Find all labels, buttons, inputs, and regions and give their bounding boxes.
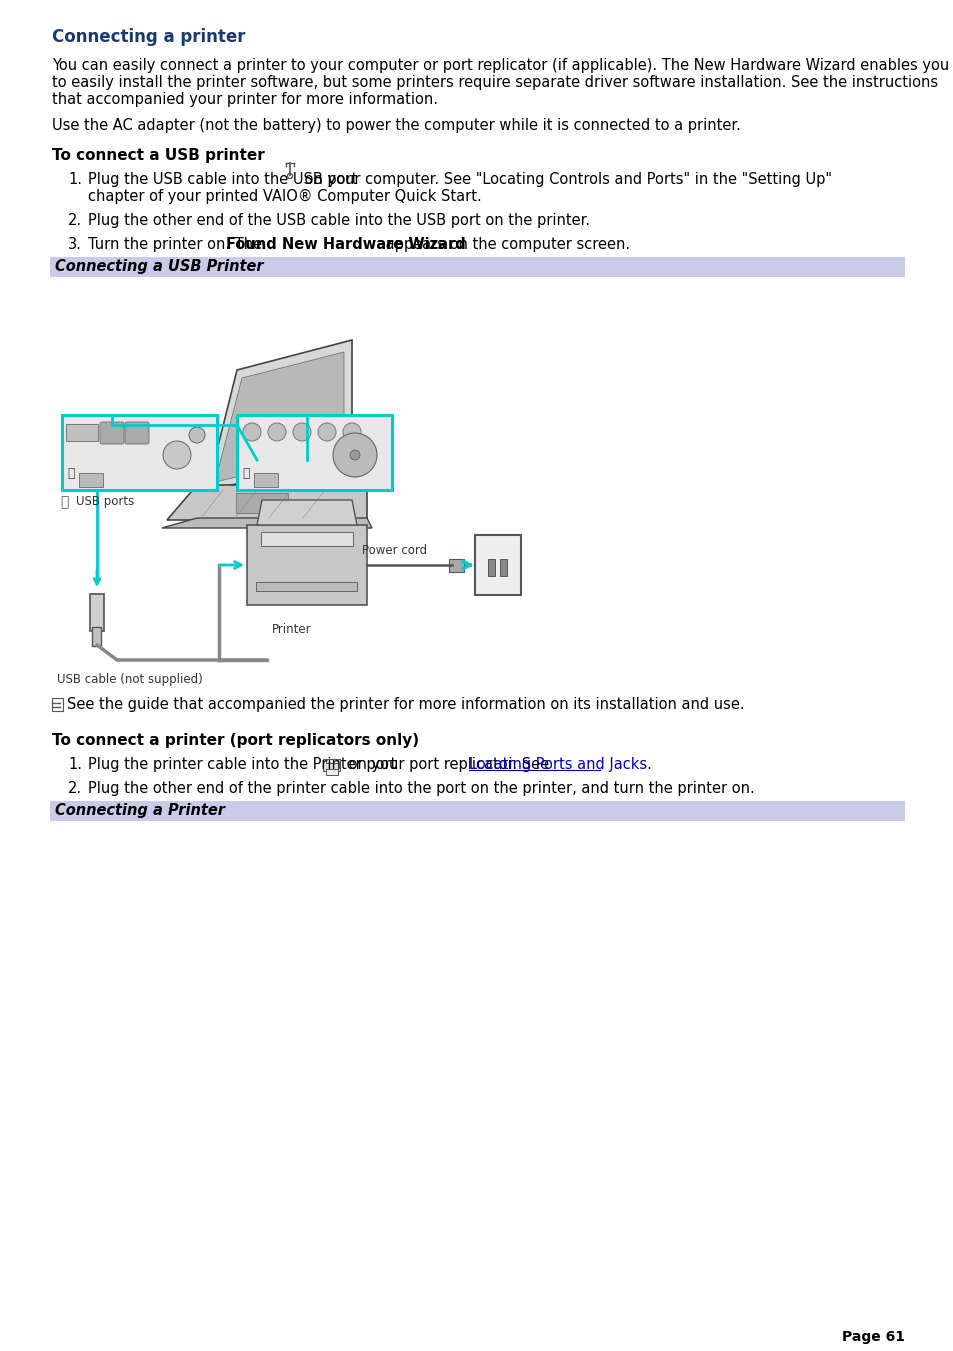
- Circle shape: [293, 423, 311, 440]
- FancyBboxPatch shape: [50, 801, 904, 821]
- Text: USB cable (not supplied): USB cable (not supplied): [57, 673, 203, 686]
- Circle shape: [350, 450, 359, 459]
- FancyBboxPatch shape: [449, 558, 464, 571]
- FancyBboxPatch shape: [256, 581, 357, 590]
- Text: Page 61: Page 61: [841, 1329, 904, 1344]
- FancyBboxPatch shape: [236, 415, 392, 490]
- FancyBboxPatch shape: [90, 594, 104, 631]
- Circle shape: [243, 423, 261, 440]
- Text: ␧: ␧: [242, 467, 250, 480]
- Polygon shape: [167, 485, 367, 520]
- Text: USB ports: USB ports: [76, 494, 134, 508]
- Text: To connect a USB printer: To connect a USB printer: [52, 149, 265, 163]
- Polygon shape: [214, 353, 344, 482]
- Text: to easily install the printer software, but some printers require separate drive: to easily install the printer software, …: [52, 76, 937, 91]
- FancyBboxPatch shape: [235, 493, 288, 513]
- Text: on your port replicator. See: on your port replicator. See: [344, 757, 553, 771]
- Text: To connect a printer (port replicators only): To connect a printer (port replicators o…: [52, 734, 418, 748]
- Circle shape: [343, 423, 360, 440]
- Text: 2.: 2.: [68, 213, 82, 228]
- Text: Turn the printer on. The: Turn the printer on. The: [88, 236, 267, 253]
- FancyBboxPatch shape: [125, 422, 149, 444]
- FancyBboxPatch shape: [66, 424, 98, 440]
- Text: Connecting a USB Printer: Connecting a USB Printer: [55, 259, 263, 274]
- Circle shape: [333, 434, 376, 477]
- FancyBboxPatch shape: [325, 759, 338, 763]
- Text: See the guide that accompanied the printer for more information on its installat: See the guide that accompanied the print…: [67, 697, 744, 712]
- Text: Locating Ports and Jacks.: Locating Ports and Jacks.: [469, 757, 651, 771]
- Text: Connecting a printer: Connecting a printer: [52, 28, 245, 46]
- Text: 2.: 2.: [68, 781, 82, 796]
- Text: Plug the printer cable into the Printer port: Plug the printer cable into the Printer …: [88, 757, 400, 771]
- FancyBboxPatch shape: [323, 758, 340, 770]
- Circle shape: [268, 423, 286, 440]
- Polygon shape: [207, 340, 352, 490]
- Polygon shape: [162, 517, 372, 528]
- Text: Found New Hardware Wizard: Found New Hardware Wizard: [226, 236, 465, 253]
- Text: Connecting a Printer: Connecting a Printer: [55, 802, 225, 817]
- FancyBboxPatch shape: [325, 769, 338, 775]
- Text: appears on the computer screen.: appears on the computer screen.: [380, 236, 630, 253]
- Text: Plug the other end of the printer cable into the port on the printer, and turn t: Plug the other end of the printer cable …: [88, 781, 754, 796]
- Text: Power cord: Power cord: [361, 544, 427, 557]
- Text: on your computer. See "Locating Controls and Ports" in the "Setting Up": on your computer. See "Locating Controls…: [299, 172, 831, 186]
- Text: ␧: ␧: [60, 494, 69, 509]
- Text: ␧: ␧: [67, 467, 74, 480]
- FancyBboxPatch shape: [500, 558, 507, 576]
- Text: chapter of your printed VAIO® Computer Quick Start.: chapter of your printed VAIO® Computer Q…: [88, 189, 481, 204]
- Text: that accompanied your printer for more information.: that accompanied your printer for more i…: [52, 92, 437, 107]
- FancyBboxPatch shape: [261, 532, 353, 546]
- FancyBboxPatch shape: [253, 473, 277, 486]
- Text: Plug the other end of the USB cable into the USB port on the printer.: Plug the other end of the USB cable into…: [88, 213, 590, 228]
- Text: 1.: 1.: [68, 172, 82, 186]
- Circle shape: [189, 427, 205, 443]
- Circle shape: [163, 440, 191, 469]
- Polygon shape: [256, 500, 356, 526]
- Text: Printer: Printer: [272, 623, 312, 636]
- Text: Use the AC adapter (not the battery) to power the computer while it is connected: Use the AC adapter (not the battery) to …: [52, 118, 740, 132]
- Text: You can easily connect a printer to your computer or port replicator (if applica: You can easily connect a printer to your…: [52, 58, 948, 73]
- FancyBboxPatch shape: [488, 558, 495, 576]
- Circle shape: [317, 423, 335, 440]
- Text: 1.: 1.: [68, 757, 82, 771]
- FancyBboxPatch shape: [50, 257, 904, 277]
- FancyBboxPatch shape: [92, 627, 101, 646]
- FancyBboxPatch shape: [79, 473, 103, 486]
- Polygon shape: [247, 526, 367, 605]
- FancyBboxPatch shape: [475, 535, 520, 594]
- FancyBboxPatch shape: [100, 422, 124, 444]
- FancyBboxPatch shape: [62, 415, 216, 490]
- Text: 3.: 3.: [68, 236, 82, 253]
- Text: Plug the USB cable into the USB port: Plug the USB cable into the USB port: [88, 172, 361, 186]
